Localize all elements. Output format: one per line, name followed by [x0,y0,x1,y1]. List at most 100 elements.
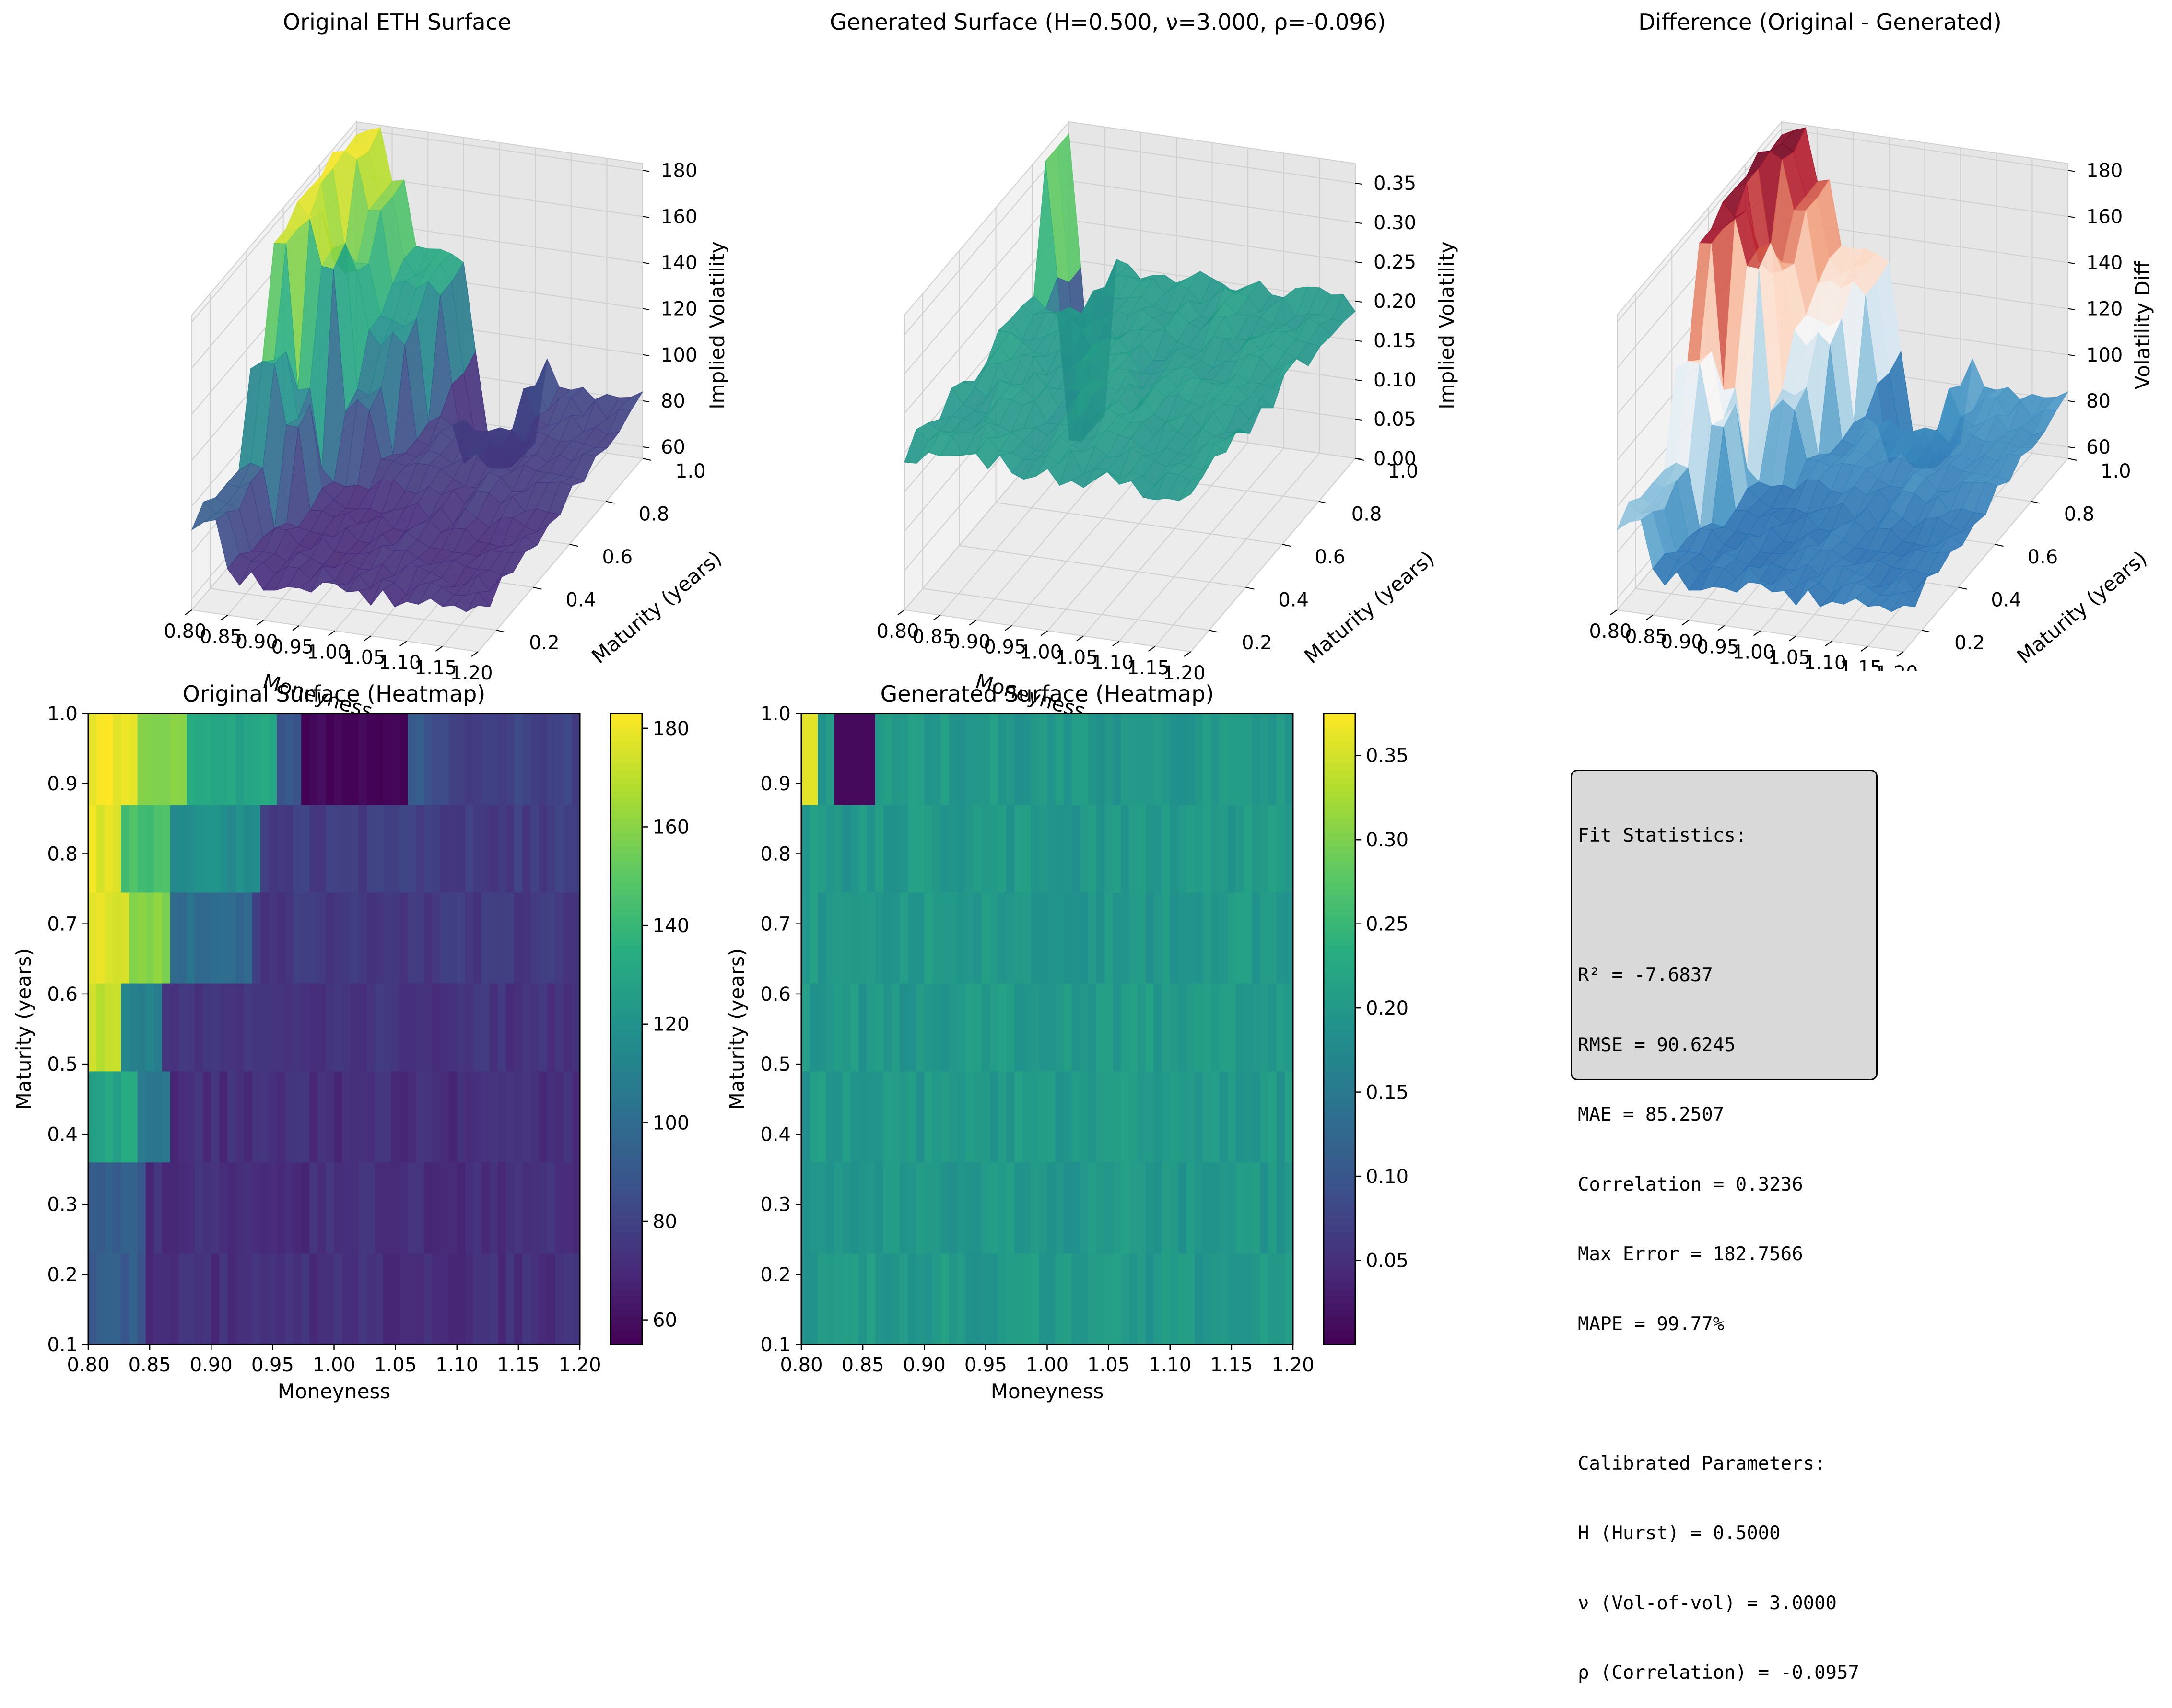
heatmap-cell [1014,805,1023,893]
heatmap-cell [1203,1162,1211,1254]
z-tick-label: 160 [661,206,697,228]
heatmap-cell [506,1162,515,1254]
colorbar-segment [1324,1246,1355,1254]
colorbar-segment [611,811,642,819]
colorbar-segment [1324,973,1355,981]
colorbar-segment [611,1022,642,1029]
heatmap-cell [1039,1162,1048,1254]
heatmap-cell [375,1162,384,1254]
heatmap-cell [1129,892,1138,984]
y-tick-label: 0.2 [1242,632,1272,654]
heatmap-cell [457,1071,466,1163]
colorbar-segment [1324,959,1355,966]
heatmap-cell [1284,892,1293,984]
heatmap-cell [1203,1071,1211,1163]
colorbar-segment [1324,881,1355,889]
colorbar-segment [1324,987,1355,994]
colorbar-segment [1324,1106,1355,1113]
colorbar-segment [611,1330,642,1338]
heatmap-cell [1162,805,1171,893]
heatmap-cell [1006,714,1015,805]
heatmap-cell [1096,1162,1105,1254]
heatmap-cell [891,714,900,805]
heatmap-cell [563,983,572,1072]
heatmap-cell [440,805,449,893]
heatmap-cell [211,892,220,984]
colorbar-segment [1324,875,1355,882]
heatmap-cell [178,892,187,984]
heatmap-cell [801,1162,810,1254]
heatmap-cell [203,1162,211,1254]
heatmap-cell [1096,714,1105,805]
heatmap-cell [1014,1253,1023,1345]
heatmap-cell [113,714,121,805]
heatmap-cell [1096,983,1105,1072]
heatmap-cell [1047,1162,1056,1254]
heatmap-cell [268,1253,277,1345]
heatmap-cell [399,805,408,893]
heatmap-cell [1268,714,1277,805]
x-tick [399,641,407,647]
heatmap-cell [416,714,424,805]
x-tick-label: 0.95 [984,636,1026,658]
colorbar-segment [611,755,642,763]
heatmap-cell [1022,1253,1031,1345]
heatmap-cell [1031,1162,1039,1254]
surface-facet [465,592,491,612]
heatmap-cell [891,892,900,984]
heatmap-cell [1039,1071,1048,1163]
z-tick-label: 0.15 [1374,330,1416,352]
heatmap-cell [358,1162,367,1254]
colorbar-segment [1324,826,1355,833]
z-tick [2067,262,2075,264]
heatmap-cell [1203,983,1211,1072]
x-tick-label: 1.05 [1056,646,1098,668]
heatmap-cell [883,714,892,805]
heatmap-cell [949,1162,958,1254]
heatmap-cell [1022,714,1031,805]
colorbar-segment [611,727,642,735]
heatmap-cell [334,1071,343,1163]
heatmap-cell [810,714,818,805]
heatmap-cell [113,1162,121,1254]
heatmap-cell [514,1253,523,1345]
z-axis-label: Volatility Diff [2131,261,2154,390]
colorbar-segment [611,826,642,833]
heatmap-cell [1244,805,1253,893]
heatmap-cell [88,1253,97,1345]
heatmap-cell [1055,805,1064,893]
heatmap-cell [219,1071,228,1163]
z-tick-label: 100 [661,344,697,366]
heatmap-cell [244,1071,253,1163]
y-tick-label: 0.6 [1315,546,1346,568]
heatmap-cell [203,983,211,1072]
heatmap-cell [571,1253,580,1345]
colorbar-segment [1324,755,1355,763]
heatmap-cell [932,805,941,893]
z-tick [2067,446,2075,448]
chart-title: Original ETH Surface [283,9,511,35]
colorbar-segment [611,1036,642,1043]
z-axis-label: Implied Volatility [1435,241,1458,409]
z-tick [1355,301,1362,303]
heatmap-cell [153,1162,163,1254]
heatmap-cell [973,1253,982,1345]
heatmap-cell [810,1071,818,1163]
heatmap-cell [178,1071,187,1163]
heatmap-cell [875,1071,884,1163]
heatmap-cell [1129,1071,1138,1163]
z-tick-label: 100 [2086,344,2123,366]
heatmap-cell [88,714,97,805]
heatmap-cell [113,892,121,984]
heatmap-cell [998,1071,1007,1163]
heatmap-cell [850,1253,859,1345]
z-tick [642,446,650,448]
heatmap-cell [1195,1162,1203,1254]
colorbar-segment [611,1295,642,1303]
z-tick-label: 80 [661,390,685,412]
colorbar-segment [611,784,642,791]
x-tick-label: 0.90 [235,631,278,653]
heatmap-cell [1219,1162,1228,1254]
heatmap-cell [145,805,154,893]
heatmap-cell [867,805,876,893]
